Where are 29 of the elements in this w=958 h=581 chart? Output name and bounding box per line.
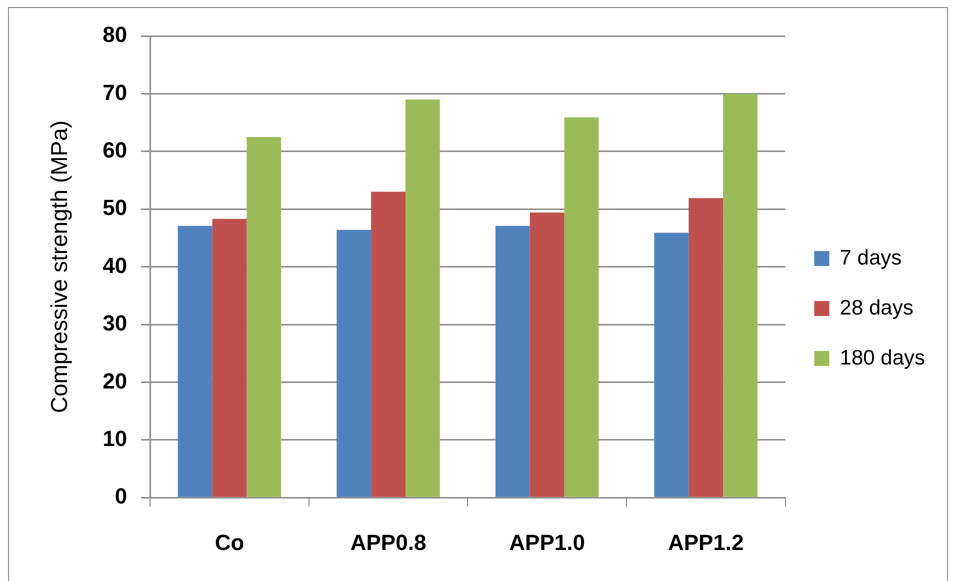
y-tick-label: 30 <box>102 310 128 336</box>
y-axis-title: Compressive strength (MPa) <box>46 120 72 414</box>
bar <box>336 230 372 497</box>
x-tick-label: Co <box>214 530 244 555</box>
y-tick-label: 60 <box>102 137 128 162</box>
bar <box>688 198 724 497</box>
bar <box>178 226 212 497</box>
x-tick-label: APP1.2 <box>668 530 744 555</box>
y-tick-label: 0 <box>114 484 128 509</box>
x-tick-label: APP0.8 <box>350 530 426 555</box>
bar <box>723 94 758 497</box>
bar <box>654 232 689 497</box>
bar <box>371 192 406 497</box>
y-tick-label: 20 <box>102 368 128 394</box>
legend-label: 180 days <box>840 346 926 370</box>
bar <box>212 218 247 497</box>
legend-label: 7 days <box>840 246 902 270</box>
y-tick-label: 10 <box>102 426 128 451</box>
bar <box>564 117 599 497</box>
y-tick-label: 50 <box>102 195 128 220</box>
bar <box>246 136 282 497</box>
bar <box>495 226 530 497</box>
y-tick-label: 70 <box>102 80 128 105</box>
legend-label: 28 days <box>840 296 914 320</box>
y-tick-label: 40 <box>102 252 128 278</box>
bar <box>530 212 564 497</box>
bar <box>405 99 440 497</box>
x-tick-label: APP1.0 <box>509 530 585 555</box>
y-tick-label: 80 <box>102 22 128 48</box>
